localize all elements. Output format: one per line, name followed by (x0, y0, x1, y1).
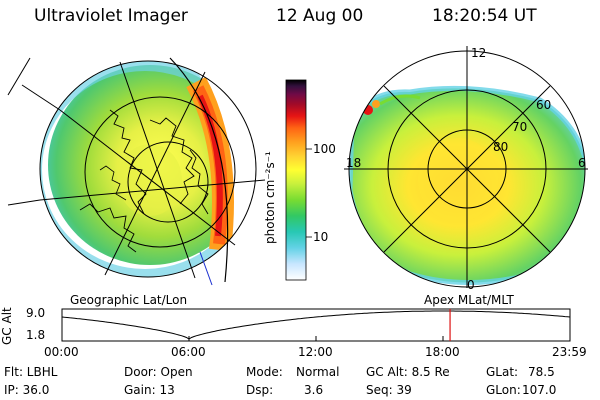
altitude-y-label-max: 9.0 (26, 306, 46, 320)
altitude-x-label: 12:00 (298, 345, 333, 359)
gain-info: Gain: 13 (124, 383, 175, 397)
altitude-x-label: 18:00 (425, 345, 460, 359)
altitude-x-label: 06:00 (171, 345, 206, 359)
glon-value: 107.0 (522, 383, 557, 397)
glon-label: GLon: (486, 383, 521, 397)
mlat-label-70: 70 (512, 120, 528, 134)
altitude-x-label: 00:00 (44, 345, 79, 359)
mlat-label-60: 60 (536, 98, 552, 112)
intensity-colorbar (285, 79, 312, 281)
mlat-label-80: 80 (493, 140, 509, 154)
seq-info: Seq: 39 (366, 383, 412, 397)
altitude-x-label: 23:59 (552, 345, 587, 359)
colorbar-tick-100: 100 (313, 142, 336, 156)
altitude-axis-label: GC Alt (0, 307, 14, 345)
altitude-y-label-min: 1.8 (26, 328, 46, 342)
mode-value: Normal (296, 365, 340, 379)
mlt-label-12: 12 (471, 46, 487, 60)
altitude-plot (61, 308, 571, 342)
colorbar-unit-label: photon cm⁻²s⁻¹ (263, 151, 277, 244)
magnetic-caption: Apex MLat/MLT (424, 293, 514, 307)
instrument-title: Ultraviolet Imager (34, 6, 188, 26)
geographic-caption: Geographic Lat/Lon (70, 293, 188, 307)
colorbar-tick-10: 10 (313, 230, 329, 244)
gc-alt-info: GC Alt: 8.5 Re (366, 365, 450, 379)
mlt-label-6: 6 (578, 156, 586, 170)
geographic-auroral-image (7, 57, 266, 286)
filter-info: Flt: LBHL (4, 365, 58, 379)
glat-value: 78.5 (528, 365, 555, 379)
ip-info: IP: 36.0 (4, 383, 50, 397)
time-label: 18:20:54 UT (432, 6, 537, 26)
mlt-label-18: 18 (346, 156, 362, 170)
door-info: Door: Open (124, 365, 193, 379)
dsp-value: 3.6 (304, 383, 324, 397)
mode-label: Mode: (246, 365, 283, 379)
date-label: 12 Aug 00 (276, 6, 364, 26)
mlt-label-0: 0 (467, 278, 475, 292)
magnetic-auroral-image (344, 46, 588, 288)
glat-label: GLat: (486, 365, 519, 379)
dsp-label: Dsp: (246, 383, 274, 397)
